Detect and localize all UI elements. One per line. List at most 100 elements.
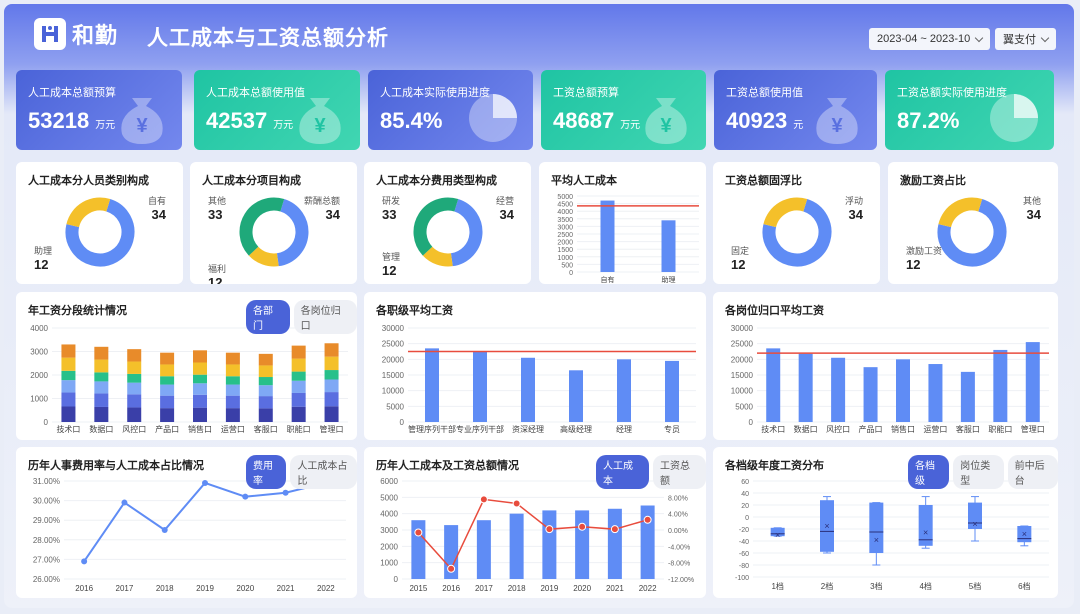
bar-segment: [324, 356, 339, 371]
bar: [476, 520, 491, 579]
bar: [831, 357, 846, 422]
tab-by-position-type[interactable]: 岗位类型: [953, 455, 1004, 489]
card-position-avg: 各岗位归口平均工资 0 5000 10000 15000 20000 25000 30000…: [713, 292, 1058, 440]
x-tick-label: 2档: [821, 581, 833, 591]
y-tick-label: 30000: [382, 324, 405, 333]
card-title: 激励工资占比: [900, 175, 966, 187]
tab-by-department[interactable]: 各部门: [246, 300, 290, 334]
donut-slice: [413, 197, 459, 256]
x-tick-label: 管理口: [1021, 424, 1045, 434]
donut-label: 固定: [731, 245, 749, 256]
y-tick-label: 3000: [30, 348, 48, 357]
kpi-label: 人工成本实际使用进度: [380, 87, 490, 99]
bar-segment: [160, 376, 175, 385]
x-tick-label: 2022: [639, 584, 657, 593]
date-range-select[interactable]: 2023-04 ~ 2023-10: [869, 28, 991, 50]
bar-segment: [324, 392, 339, 407]
bar-position-avg: 0 5000 10000 15000 20000 25000 30000 技术口 数据口 风控口产…: [731, 324, 1049, 434]
bar-segment: [127, 394, 142, 408]
bar: [425, 348, 439, 422]
y-tick-label: 3000: [380, 526, 398, 535]
x-tick-label: 风控口: [826, 424, 850, 434]
bar-segment: [291, 371, 306, 381]
x-tick-label: 技术口: [56, 424, 80, 434]
line-expense-rate: 26.00% 27.00% 28.00% 29.00% 30.00% 31.00% 2016…: [33, 477, 346, 593]
bar-segment: [258, 353, 273, 366]
y-tick-label: 3000: [557, 224, 573, 231]
donut-slice: [938, 197, 983, 228]
tab-cost-ratio[interactable]: 人工成本占比: [290, 455, 357, 489]
card-expense-rate: 历年人事费用率与人工成本占比情况 费用率 人工成本占比 26.00% 27.00%…: [16, 447, 357, 598]
logo-icon: [34, 18, 66, 50]
page-title: 人工成本与工资总额分析: [147, 27, 389, 50]
y-tick-label: 4500: [557, 202, 573, 209]
donut-value: 34: [152, 207, 167, 222]
tab-by-office[interactable]: 前中后台: [1007, 455, 1058, 489]
donut-slice: [66, 197, 111, 228]
y-tick-label: 26.00%: [33, 575, 60, 584]
donut-value: 12: [34, 257, 48, 272]
bar-segment: [258, 365, 273, 378]
donut-label: 其他: [1023, 195, 1041, 206]
y-tick-label: 30.00%: [33, 497, 60, 506]
x-tick-label: 2016: [75, 584, 93, 593]
box: [918, 505, 933, 546]
y-tick-label: 5000: [386, 402, 404, 411]
x-tick-label: 3档: [870, 581, 882, 591]
donut-label: 助理: [34, 245, 52, 256]
x-tick-label: 产品口: [155, 424, 179, 434]
mean-marker: ×: [1022, 529, 1027, 539]
kpi-card: 工资总额实际使用进度 87.2%: [885, 70, 1054, 150]
y-tick-label: -100: [735, 575, 749, 582]
mean-marker: ×: [923, 528, 928, 538]
bar-segment: [193, 350, 207, 363]
bar-segment: [193, 374, 207, 384]
money-bag-icon: ¥: [645, 98, 687, 144]
bar-segment: [160, 352, 175, 365]
tab-wage-total[interactable]: 工资总额: [653, 455, 706, 489]
bar-segment: [127, 382, 142, 395]
y-tick-label: 25000: [382, 340, 405, 349]
data-point: [479, 495, 488, 504]
data-point: [202, 479, 208, 486]
bar-segment: [225, 384, 240, 396]
donut-value: 12: [906, 257, 920, 272]
x-tick-label: 2016: [442, 584, 460, 593]
svg-text:¥: ¥: [660, 115, 672, 137]
y-tick-label: 0: [394, 575, 399, 584]
x-tick-label: 经理: [616, 424, 632, 434]
data-point: [578, 522, 587, 531]
card-grade-avg: 各职级平均工资 0 5000 10000 15000 20000 25000 30000 管理…: [364, 292, 706, 440]
y-tick-label: 2000: [380, 542, 398, 551]
donut-label: 自有: [148, 195, 166, 206]
y-tick-label: 0: [569, 270, 573, 277]
tab-labor-cost[interactable]: 人工成本: [596, 455, 649, 489]
bar-avg-cost: 0500100015002000250030003500400045005000…: [557, 194, 699, 284]
bar-segment: [127, 407, 142, 422]
x-tick-label: 运营口: [221, 424, 245, 434]
y-tick-label: 5000: [735, 402, 753, 411]
series-line: [417, 498, 648, 571]
bar-segment: [324, 343, 339, 357]
y-tick-label: 10000: [382, 387, 405, 396]
card-expense-type: 人工成本分费用类型构成 经营 34 管理 12 研发 33: [364, 162, 531, 284]
tab-expense-rate[interactable]: 费用率: [246, 455, 287, 489]
card-title: 年工资分段统计情况: [28, 305, 127, 317]
kpi-label: 工资总额使用值: [726, 87, 803, 99]
donut-value: 12: [731, 257, 745, 272]
bar-segment: [61, 344, 76, 358]
tab-by-position[interactable]: 各岗位归口: [293, 300, 357, 334]
data-point: [282, 489, 289, 496]
donut-slice: [762, 199, 832, 267]
pay-type-select[interactable]: 翼支付: [995, 28, 1056, 50]
donut-value: 12: [382, 263, 396, 278]
tab-by-grade[interactable]: 各档级: [908, 455, 950, 489]
bar: [473, 351, 487, 422]
bar: [766, 348, 781, 422]
bar-segment: [258, 385, 273, 397]
bar-segment: [127, 361, 142, 374]
data-point: [242, 493, 249, 500]
y-tick-label: 28.00%: [33, 536, 60, 545]
